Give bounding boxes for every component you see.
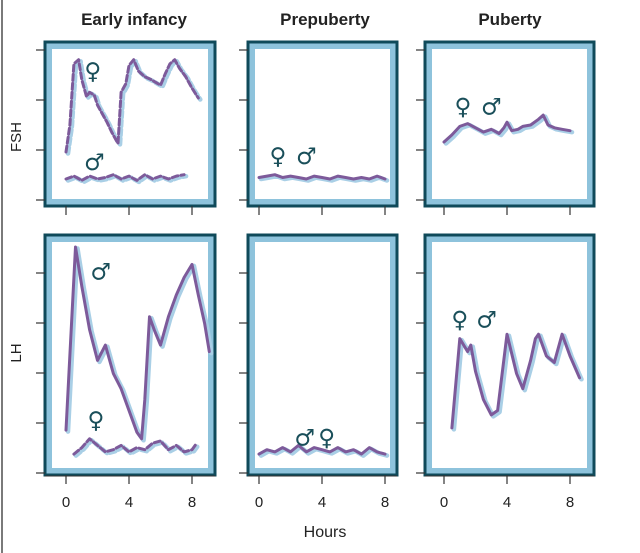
x-tick-label: 8 [188,494,196,511]
column-title-puberty: Puberty [478,10,542,29]
panels-group: ♀♂ ♀ ♂♀ ♂♂♀♂ ♀♀ ♂ [36,40,596,484]
male-symbol-icon: ♂ [296,144,317,170]
female-symbol-icon: ♀ [454,95,471,121]
panel-fsh-puberty: ♀ ♂ [416,40,596,215]
x-tick-label: 0 [62,494,70,511]
male-symbol-icon: ♂ [294,425,315,451]
male-symbol-icon: ♂ [476,308,497,334]
column-title-prepuberty: Prepuberty [280,10,370,29]
female-symbol-icon: ♀ [451,308,468,334]
series-line-female [64,58,200,154]
panel-fsh-prepuberty: ♀ ♂ [239,40,399,215]
x-tick-label: 4 [125,494,133,511]
series-line-male [64,173,186,182]
female-symbol-icon: ♀ [84,59,101,85]
x-tick-label: 8 [381,494,389,511]
column-title-early-infancy: Early infancy [81,10,187,29]
series-line-combined [450,332,581,430]
series-line-female [72,437,199,456]
panel-lh-puberty: ♀ ♂ [416,233,596,484]
panel-lh-early-infancy: ♂♀ [36,233,217,484]
male-symbol-icon: ♂ [481,95,502,121]
x-tick-label: 8 [566,494,574,511]
panel-plot-area [255,49,390,199]
male-symbol-icon: ♂ [84,150,105,176]
panel-plot-area [432,242,587,468]
panel-plot-area [255,242,390,468]
male-symbol-icon: ♂ [90,260,111,286]
female-symbol-icon: ♀ [87,408,104,434]
female-symbol-icon: ♀ [318,425,335,451]
series-line-male [64,245,211,441]
row-label-fsh: FSH [8,122,25,152]
x-tick-label: 0 [440,494,448,511]
row-label-lh: LH [8,343,25,362]
x-tick-label: 4 [318,494,326,511]
panel-fsh-early-infancy: ♀♂ [36,40,217,215]
series-line-combined [257,173,387,181]
panel-lh-prepuberty: ♂ ♀ [239,233,399,484]
x-axis-title: Hours [304,524,347,541]
series-line-combined [257,443,387,456]
female-symbol-icon: ♀ [269,144,286,170]
x-tick-label: 0 [255,494,263,511]
x-tick-label: 4 [503,494,511,511]
series-shadow-male [65,246,214,443]
series-line-combined [442,113,572,144]
